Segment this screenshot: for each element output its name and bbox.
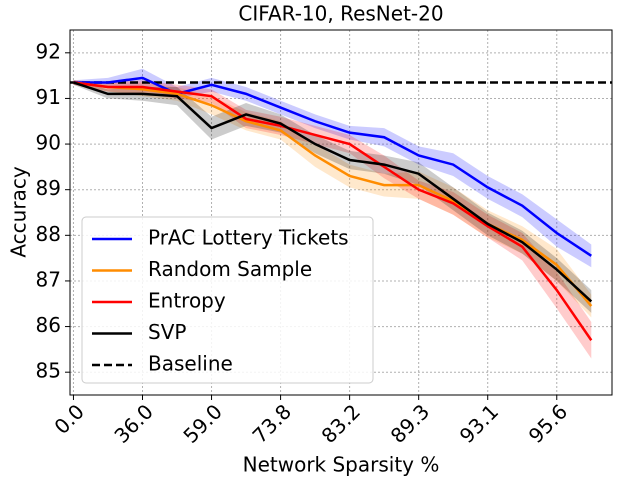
y-tick-label: 92 xyxy=(36,39,61,63)
legend-label: Baseline xyxy=(148,352,233,376)
x-tick-label: 59.0 xyxy=(179,399,227,447)
x-tick-label: 93.1 xyxy=(455,399,503,447)
series-line xyxy=(73,81,593,303)
series-line xyxy=(73,76,592,257)
y-tick-label: 91 xyxy=(36,85,61,109)
x-tick-label: 83.2 xyxy=(317,399,365,447)
legend-box xyxy=(81,216,374,384)
x-tick-label: 89.3 xyxy=(386,399,434,447)
x-axis-label: Network Sparsity % xyxy=(243,453,440,477)
x-tick-label: 0.0 xyxy=(49,399,88,438)
x-tick-label: 73.8 xyxy=(248,399,296,447)
legend: PrAC Lottery Tickets Random Sample Entropy… xyxy=(81,216,374,384)
legend-label: Random Sample xyxy=(148,257,312,281)
y-tick-label: 89 xyxy=(36,176,61,200)
legend-label: Entropy xyxy=(148,289,226,313)
x-tick-label: 95.6 xyxy=(524,399,572,447)
y-tick-label: 85 xyxy=(36,359,61,383)
y-tick-label: 88 xyxy=(36,222,61,246)
legend-label: SVP xyxy=(148,320,186,344)
y-tick-label: 86 xyxy=(36,313,61,337)
plot-frame xyxy=(69,29,613,396)
chart-title: CIFAR-10, ResNet-20 xyxy=(238,2,443,26)
y-tick-label: 87 xyxy=(36,267,61,291)
y-axis-label: Accuracy xyxy=(7,166,31,257)
x-tick-label: 36.0 xyxy=(109,399,157,447)
confidence-band xyxy=(73,80,592,359)
legend-label: PrAC Lottery Tickets xyxy=(148,226,349,250)
y-tick-label: 90 xyxy=(36,131,61,155)
series-line xyxy=(73,81,593,341)
